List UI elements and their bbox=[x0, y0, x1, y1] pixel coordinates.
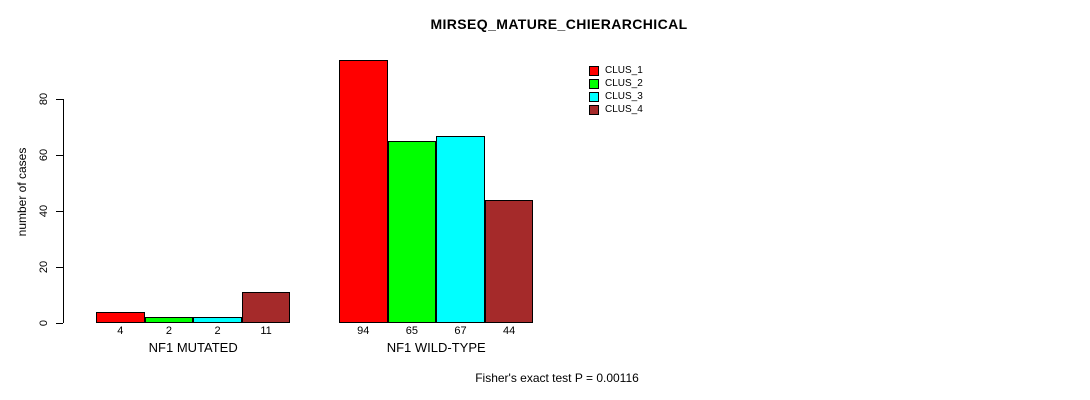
bar-value-label: 11 bbox=[260, 325, 272, 337]
bar-value-label: 4 bbox=[117, 325, 124, 337]
y-tick-label: 60 bbox=[38, 149, 50, 162]
legend-swatch-icon bbox=[589, 78, 599, 89]
legend-label: CLUS_2 bbox=[605, 78, 643, 89]
bar-clus_3-nf1-mutated bbox=[193, 317, 242, 323]
bar-value-label: 2 bbox=[165, 325, 172, 337]
legend-row-clus_4: CLUS_4 bbox=[589, 103, 643, 116]
y-axis-tick bbox=[56, 267, 63, 269]
legend-swatch-icon bbox=[589, 91, 599, 102]
y-axis-tick bbox=[56, 211, 63, 213]
bar-value-label: 67 bbox=[454, 325, 467, 337]
bar-clus_4-nf1-wild-type bbox=[484, 199, 534, 323]
legend-label: CLUS_3 bbox=[605, 91, 643, 102]
y-axis-tick bbox=[56, 99, 63, 101]
bar-clus_2-nf1-mutated bbox=[144, 317, 194, 323]
y-axis-tick bbox=[56, 155, 63, 157]
y-tick-label: 0 bbox=[38, 319, 50, 327]
annotation-text: Fisher's exact test P = 0.00116 bbox=[475, 371, 639, 385]
x-category-label: NF1 MUTATED bbox=[148, 340, 238, 355]
legend-swatch-icon bbox=[589, 65, 599, 76]
legend-label: CLUS_1 bbox=[605, 65, 643, 76]
bar-value-label: 2 bbox=[214, 325, 221, 337]
y-tick-label: 80 bbox=[38, 93, 50, 106]
y-axis-label: number of cases bbox=[15, 147, 29, 237]
legend-row-clus_2: CLUS_2 bbox=[589, 77, 643, 90]
bar-clus_1-nf1-wild-type bbox=[339, 60, 388, 323]
legend-swatch-icon bbox=[589, 104, 599, 115]
bar-clus_3-nf1-wild-type bbox=[436, 135, 485, 323]
chart-title: MIRSEQ_MATURE_CHIERARCHICAL bbox=[430, 16, 688, 32]
x-category-label: NF1 WILD-TYPE bbox=[386, 340, 486, 355]
bar-value-label: 65 bbox=[405, 325, 419, 337]
bar-clus_4-nf1-mutated bbox=[241, 292, 291, 323]
bar-value-label: 94 bbox=[357, 325, 370, 337]
bar-clus_1-nf1-mutated bbox=[96, 311, 145, 323]
legend-row-clus_1: CLUS_1 bbox=[589, 64, 643, 77]
bar-clus_2-nf1-wild-type bbox=[387, 141, 437, 323]
bar-value-label: 44 bbox=[502, 325, 516, 337]
y-axis-tick bbox=[56, 323, 63, 324]
legend-row-clus_3: CLUS_3 bbox=[589, 90, 643, 103]
legend-label: CLUS_4 bbox=[605, 104, 643, 115]
y-tick-label: 20 bbox=[38, 260, 50, 274]
y-axis-line bbox=[63, 99, 64, 323]
y-tick-label: 40 bbox=[38, 204, 50, 218]
legend: CLUS_1 CLUS_2 CLUS_3 CLUS_4 bbox=[589, 64, 643, 116]
